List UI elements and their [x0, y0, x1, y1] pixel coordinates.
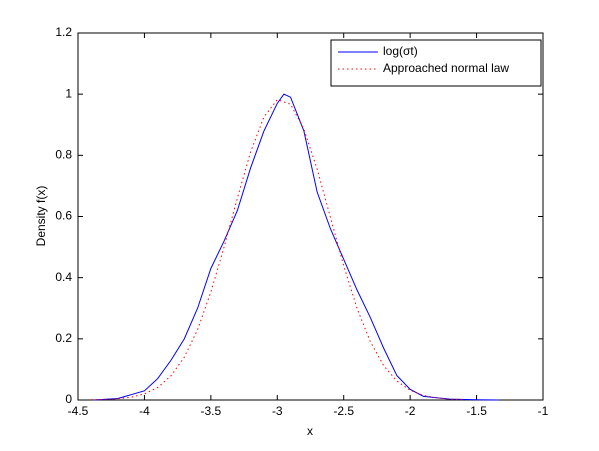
- y-tick-label: 0.4: [55, 270, 72, 284]
- x-tick-label: -3.5: [201, 404, 222, 418]
- y-tick-label: 0.2: [55, 331, 72, 345]
- x-tick-label: -1.5: [466, 404, 487, 418]
- x-tick-label: -2: [405, 404, 416, 418]
- y-tick-label: 0.6: [55, 209, 72, 223]
- series-line: [91, 99, 464, 401]
- x-tick-label: -3: [272, 404, 283, 418]
- y-axis-label: Density f(x): [34, 186, 48, 247]
- y-tick-label: 1: [65, 86, 72, 100]
- legend-label: Approached normal law: [383, 61, 509, 75]
- series-line: [93, 93, 500, 401]
- y-tick-label: 0: [65, 392, 72, 406]
- x-tick-label: -4.5: [68, 404, 89, 418]
- x-tick-label: -2.5: [333, 404, 354, 418]
- x-axis-label: x: [307, 424, 313, 438]
- y-tick-label: 1.2: [55, 25, 72, 39]
- legend-box: [330, 39, 542, 87]
- legend-label: log(σt): [383, 44, 418, 58]
- x-tick-label: -1: [538, 404, 549, 418]
- axes-box: [77, 32, 544, 401]
- x-tick-label: -4: [139, 404, 150, 418]
- y-tick-label: 0.8: [55, 148, 72, 162]
